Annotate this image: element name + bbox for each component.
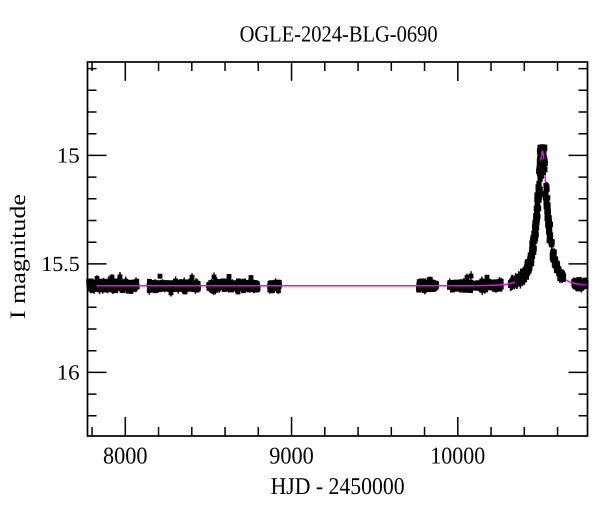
svg-text:15: 15 [57, 144, 80, 168]
svg-text:I magnitude: I magnitude [5, 194, 30, 319]
svg-text:15.5: 15.5 [41, 252, 80, 276]
svg-text:9000: 9000 [269, 443, 314, 469]
svg-text:10000: 10000 [430, 443, 485, 469]
svg-text:OGLE-2024-BLG-0690: OGLE-2024-BLG-0690 [240, 22, 438, 47]
svg-text:HJD - 2450000: HJD - 2450000 [271, 474, 405, 500]
svg-text:8000: 8000 [103, 443, 148, 469]
svg-text:16: 16 [57, 361, 80, 385]
